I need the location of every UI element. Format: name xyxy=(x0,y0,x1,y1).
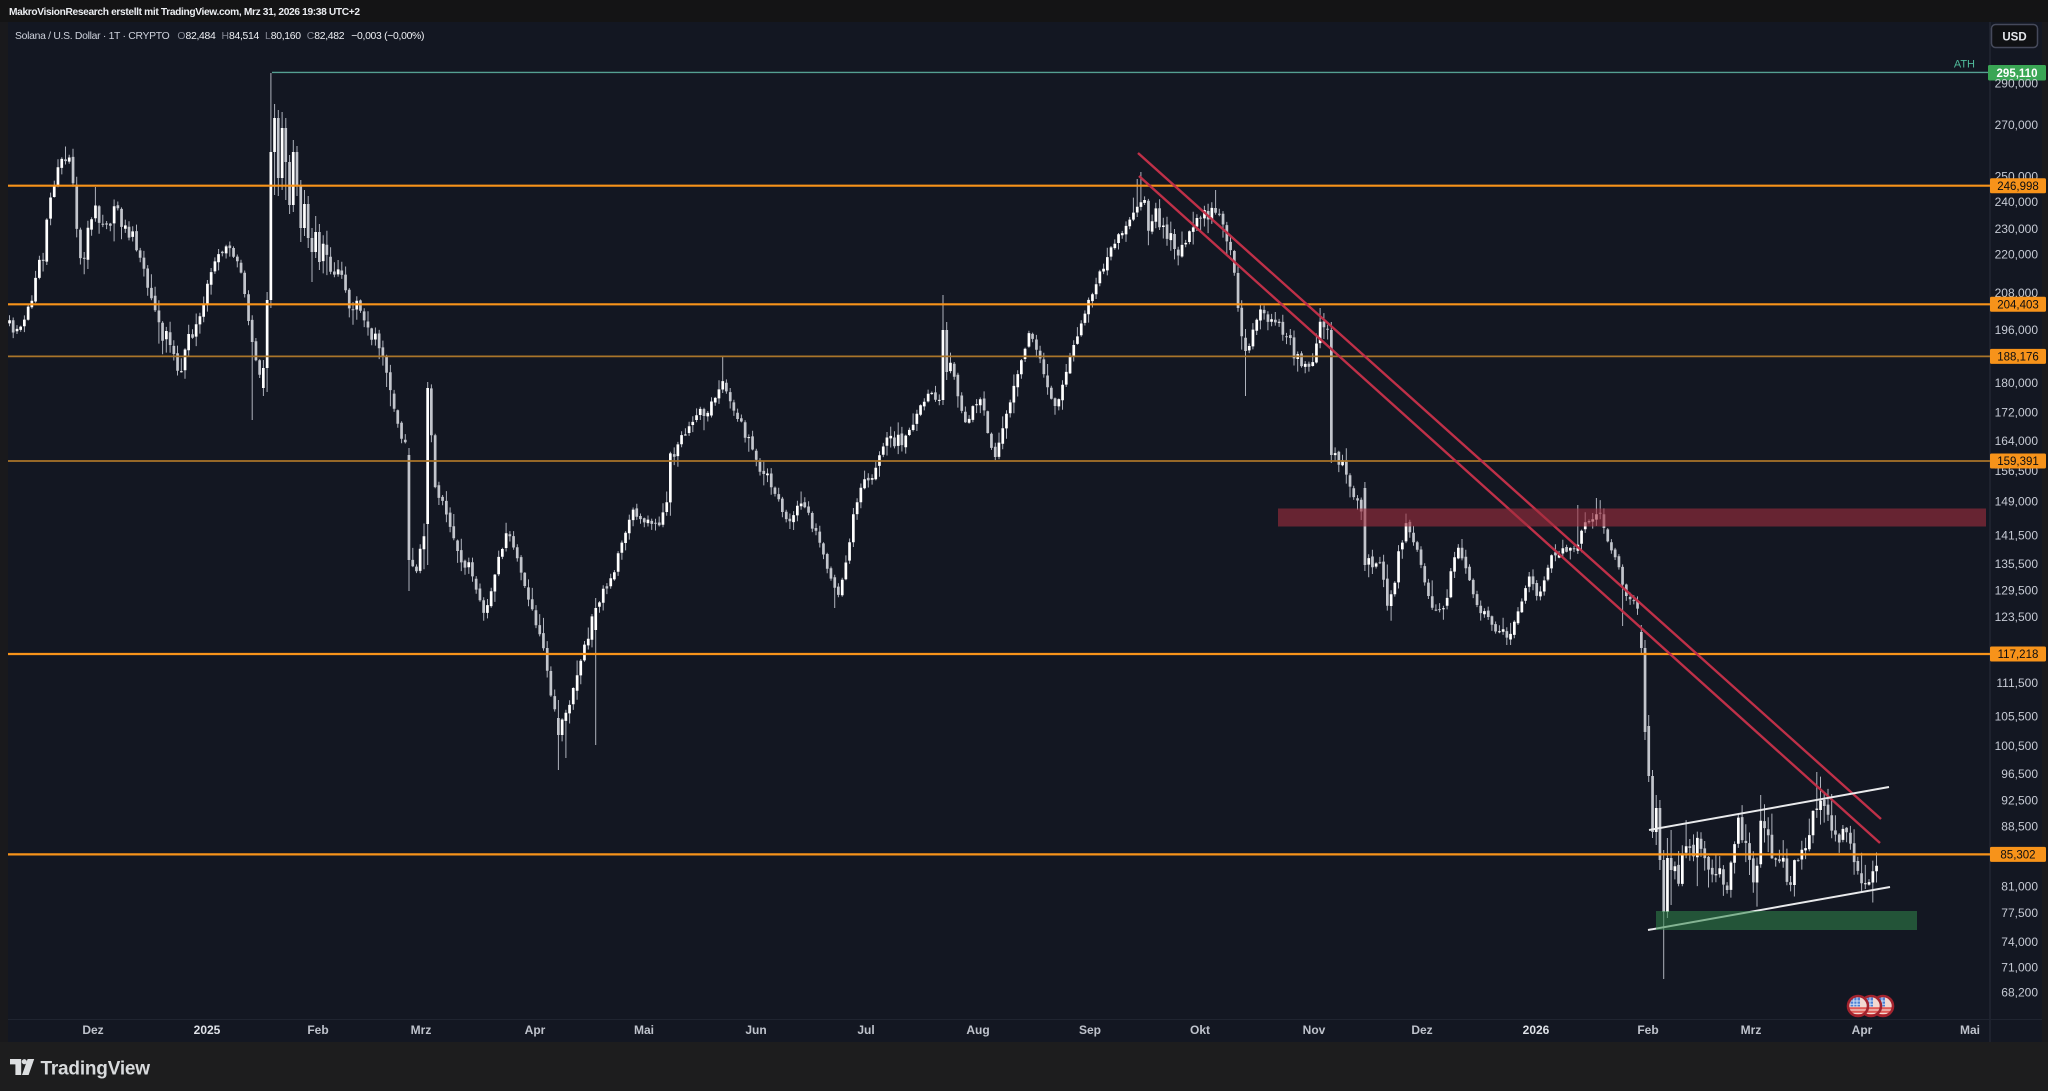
svg-text:290,000: 290,000 xyxy=(1995,76,2039,90)
svg-text:Mai: Mai xyxy=(634,1023,654,1037)
svg-text:180,000: 180,000 xyxy=(1995,376,2039,390)
svg-text:81,000: 81,000 xyxy=(2001,880,2038,894)
svg-text:USD: USD xyxy=(2002,32,2026,44)
svg-text:Mai: Mai xyxy=(1960,1023,1980,1037)
svg-text:220,000: 220,000 xyxy=(1995,248,2039,262)
svg-text:74,000: 74,000 xyxy=(2001,935,2038,949)
svg-text:172,000: 172,000 xyxy=(1995,406,2039,420)
svg-text:Dez: Dez xyxy=(1411,1023,1432,1037)
svg-text:270,000: 270,000 xyxy=(1995,118,2039,132)
svg-text:123,500: 123,500 xyxy=(1995,610,2039,624)
svg-text:149,000: 149,000 xyxy=(1995,494,2039,508)
svg-text:Okt: Okt xyxy=(1190,1023,1210,1037)
svg-text:240,000: 240,000 xyxy=(1995,195,2039,209)
svg-text:246,998: 246,998 xyxy=(1997,181,2039,193)
svg-text:159,391: 159,391 xyxy=(1997,456,2039,468)
svg-text:230,000: 230,000 xyxy=(1995,222,2039,236)
svg-text:Feb: Feb xyxy=(307,1023,328,1037)
svg-text:Sep: Sep xyxy=(1079,1023,1101,1037)
svg-text:2026: 2026 xyxy=(1523,1023,1550,1037)
svg-text:MakroVisionResearch erstellt m: MakroVisionResearch erstellt mit Trading… xyxy=(9,7,360,18)
svg-text:Jul: Jul xyxy=(857,1023,874,1037)
svg-text:164,000: 164,000 xyxy=(1995,434,2039,448)
svg-text:Mrz: Mrz xyxy=(411,1023,432,1037)
svg-text:208,000: 208,000 xyxy=(1995,286,2039,300)
svg-text:Mrz: Mrz xyxy=(1741,1023,1762,1037)
svg-text:188,176: 188,176 xyxy=(1997,352,2039,364)
svg-text:2025: 2025 xyxy=(194,1023,221,1037)
svg-text:Apr: Apr xyxy=(1852,1023,1873,1037)
svg-text:295,110: 295,110 xyxy=(1997,68,2038,80)
svg-text:196,000: 196,000 xyxy=(1995,323,2039,337)
svg-text:68,200: 68,200 xyxy=(2001,986,2038,1000)
svg-text:105,500: 105,500 xyxy=(1995,709,2039,723)
svg-text:Aug: Aug xyxy=(966,1023,989,1037)
svg-text:TradingView: TradingView xyxy=(41,1059,151,1080)
svg-text:77,500: 77,500 xyxy=(2001,906,2038,920)
svg-text:85,302: 85,302 xyxy=(2000,850,2035,862)
svg-text:92,500: 92,500 xyxy=(2001,793,2038,807)
svg-text:129,500: 129,500 xyxy=(1995,584,2039,598)
svg-text:ATH: ATH xyxy=(1954,59,1975,71)
svg-text:Solana / U.S. Dollar · 1T · CR: Solana / U.S. Dollar · 1T · CRYPTO O82,48… xyxy=(15,31,424,42)
svg-text:96,500: 96,500 xyxy=(2001,767,2038,781)
svg-text:135,500: 135,500 xyxy=(1995,557,2039,571)
svg-text:111,500: 111,500 xyxy=(1996,676,2038,690)
svg-text:100,500: 100,500 xyxy=(1995,739,2039,753)
svg-text:117,218: 117,218 xyxy=(1998,649,2039,661)
svg-text:71,000: 71,000 xyxy=(2001,960,2038,974)
svg-text:204,403: 204,403 xyxy=(1997,300,2039,312)
svg-text:Nov: Nov xyxy=(1303,1023,1326,1037)
svg-text:88,500: 88,500 xyxy=(2001,820,2038,834)
svg-text:Jun: Jun xyxy=(745,1023,766,1037)
svg-text:Feb: Feb xyxy=(1637,1023,1658,1037)
svg-text:Apr: Apr xyxy=(525,1023,546,1037)
svg-text:141,500: 141,500 xyxy=(1995,529,2039,543)
svg-text:Dez: Dez xyxy=(82,1023,103,1037)
